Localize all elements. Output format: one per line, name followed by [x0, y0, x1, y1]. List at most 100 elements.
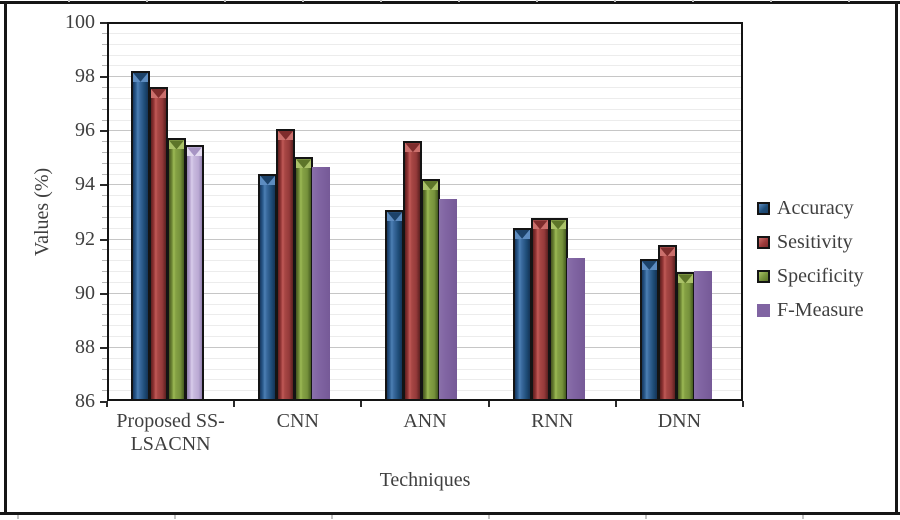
minor-gridline — [107, 162, 743, 164]
minor-gridline — [107, 54, 743, 56]
bar-sesitivity-4 — [530, 218, 550, 401]
edge-tick-top — [848, 0, 850, 2]
y-minor-tick — [102, 271, 107, 273]
y-major-tick — [100, 130, 107, 133]
x-boundary-tick — [742, 401, 744, 407]
minor-gridline — [107, 65, 743, 67]
legend: Accuracy Sesitivity Specificity F-Measure — [757, 191, 864, 327]
x-axis-title: Techniques — [379, 469, 471, 491]
y-minor-tick — [102, 357, 107, 359]
minor-gridline — [107, 151, 743, 153]
bar-sesitivity-5 — [657, 245, 677, 401]
y-minor-tick — [102, 379, 107, 381]
y-minor-tick — [102, 54, 107, 56]
legend-label: Specificity — [777, 264, 864, 287]
minor-gridline — [107, 32, 743, 34]
bar-specificity-3 — [421, 179, 441, 401]
bar-specificity-4 — [548, 218, 568, 401]
bar-bevel-facet — [278, 130, 294, 140]
right-frame-border — [895, 1, 898, 515]
bar-bevel-facet — [260, 175, 276, 185]
y-minor-tick — [102, 151, 107, 153]
y-major-tick — [100, 346, 107, 349]
legend-item-f-measure: F-Measure — [757, 293, 864, 327]
left-frame-border — [4, 1, 7, 515]
bar-accuracy-2 — [258, 173, 278, 401]
bar-f-measure-4 — [566, 257, 585, 401]
bar-accuracy-5 — [639, 258, 659, 401]
y-minor-tick — [102, 87, 107, 88]
y-minor-tick — [102, 162, 107, 164]
bar-f-measure-5 — [693, 271, 712, 401]
x-category-label-5: DNN — [657, 410, 702, 432]
bar-specificity-1 — [167, 138, 186, 401]
edge-tick-top — [224, 0, 226, 2]
legend-label: F-Measure — [777, 298, 864, 321]
bar-specificity-5 — [675, 272, 695, 401]
y-minor-tick — [102, 108, 107, 110]
bar-f-measure-1 — [185, 145, 204, 401]
y-minor-tick — [102, 260, 107, 262]
minor-gridline — [107, 43, 743, 45]
y-minor-tick — [102, 336, 107, 337]
y-tick-label-90: 90 — [75, 281, 95, 304]
y-major-tick — [100, 401, 107, 403]
y-axis-title: Values (%) — [31, 167, 53, 257]
x-category-label-3: ANN — [403, 410, 447, 432]
edge-tick-bottom — [174, 515, 176, 519]
y-minor-tick — [102, 97, 107, 99]
y-minor-tick — [102, 227, 107, 229]
bar-bevel-facet — [532, 220, 548, 230]
y-minor-tick — [102, 173, 107, 175]
bar-specificity-2 — [294, 157, 314, 401]
x-boundary-tick — [360, 401, 363, 407]
x-boundary-tick — [614, 401, 617, 407]
y-minor-tick — [102, 32, 107, 34]
y-tick-label-96: 96 — [75, 119, 95, 142]
y-minor-tick — [102, 119, 107, 121]
edge-tick-bottom — [331, 515, 333, 519]
edge-tick-bottom — [802, 515, 804, 519]
minor-gridline — [107, 97, 743, 99]
y-minor-tick — [102, 216, 107, 218]
legend-item-accuracy: Accuracy — [757, 191, 864, 225]
bar-bevel-facet — [151, 89, 166, 98]
y-major-tick — [100, 238, 107, 241]
minor-gridline — [107, 141, 743, 143]
bar-sesitivity-1 — [149, 87, 168, 401]
edge-tick-top — [458, 0, 460, 2]
minor-gridline — [107, 108, 743, 110]
legend-item-sesitivity: Sesitivity — [757, 225, 864, 259]
bar-bevel-facet — [423, 181, 439, 190]
legend-swatch-icon — [757, 235, 770, 249]
y-minor-tick — [102, 368, 107, 370]
edge-tick-bottom — [17, 515, 19, 519]
edge-tick-top — [68, 0, 70, 2]
bar-accuracy-3 — [385, 210, 405, 401]
bar-accuracy-1 — [131, 70, 150, 401]
bar-accuracy-4 — [512, 227, 532, 401]
y-minor-tick — [102, 303, 107, 305]
y-tick-label-92: 92 — [75, 227, 95, 250]
y-tick-label-88: 88 — [75, 335, 95, 358]
x-category-label-2: CNN — [276, 410, 319, 432]
x-category-label-1: Proposed SS- LSACNN — [116, 410, 225, 455]
y-minor-tick — [102, 195, 107, 197]
y-major-tick — [100, 292, 107, 295]
bar-sesitivity-2 — [276, 128, 296, 401]
bar-sesitivity-3 — [403, 141, 423, 401]
y-minor-tick — [102, 314, 107, 316]
edge-tick-top — [770, 0, 772, 2]
top-rule — [0, 1, 900, 4]
legend-label: Accuracy — [777, 196, 854, 219]
y-minor-tick — [102, 249, 107, 251]
edge-tick-top — [146, 0, 148, 2]
edge-tick-top — [692, 0, 694, 2]
bottom-rule — [0, 512, 900, 515]
bar-bevel-facet — [550, 220, 566, 230]
minor-gridline — [107, 173, 743, 175]
y-tick-label-94: 94 — [75, 173, 95, 196]
legend-swatch-icon — [757, 269, 770, 283]
edge-tick-top — [380, 0, 382, 2]
bar-bevel-facet — [659, 247, 675, 257]
